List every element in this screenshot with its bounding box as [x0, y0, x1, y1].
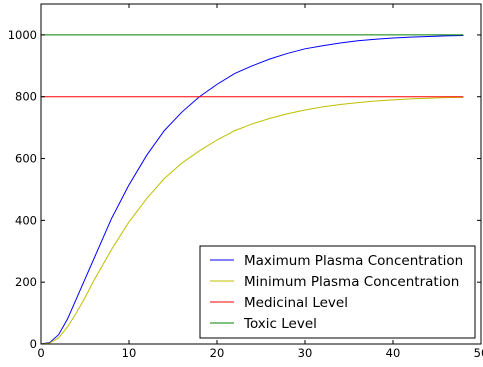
y-tick-label: 600	[15, 152, 37, 166]
legend-label: Medicinal Level	[244, 295, 348, 311]
x-tick-label: 30	[298, 346, 313, 360]
x-tick-label: 40	[386, 346, 401, 360]
x-tick-label: 50	[474, 346, 483, 360]
legend-label: Maximum Plasma Concentration	[244, 253, 463, 269]
x-tick-label: 10	[122, 346, 137, 360]
plot-content	[40, 34, 464, 345]
x-tick-label: 0	[37, 346, 44, 360]
legend-label: Toxic Level	[243, 316, 317, 332]
y-tick-label: 200	[15, 275, 37, 289]
y-tick-label: 800	[15, 90, 37, 104]
series-line-1	[40, 35, 464, 345]
series-line-2	[40, 96, 464, 345]
x-tick-label: 20	[210, 346, 225, 360]
plot-frame	[40, 3, 482, 345]
y-tick-label: 400	[15, 213, 37, 227]
y-tick-label: 0	[30, 337, 37, 351]
legend-label: Minimum Plasma Concentration	[244, 274, 459, 290]
axis-tick-labels: 0 10 20 30 40 50 0 200 400 600 800 1000	[8, 28, 483, 360]
y-tick-label: 1000	[8, 28, 37, 42]
legend-box	[199, 245, 476, 339]
legend: Maximum Plasma Concentration Minimum Plas…	[199, 245, 476, 339]
